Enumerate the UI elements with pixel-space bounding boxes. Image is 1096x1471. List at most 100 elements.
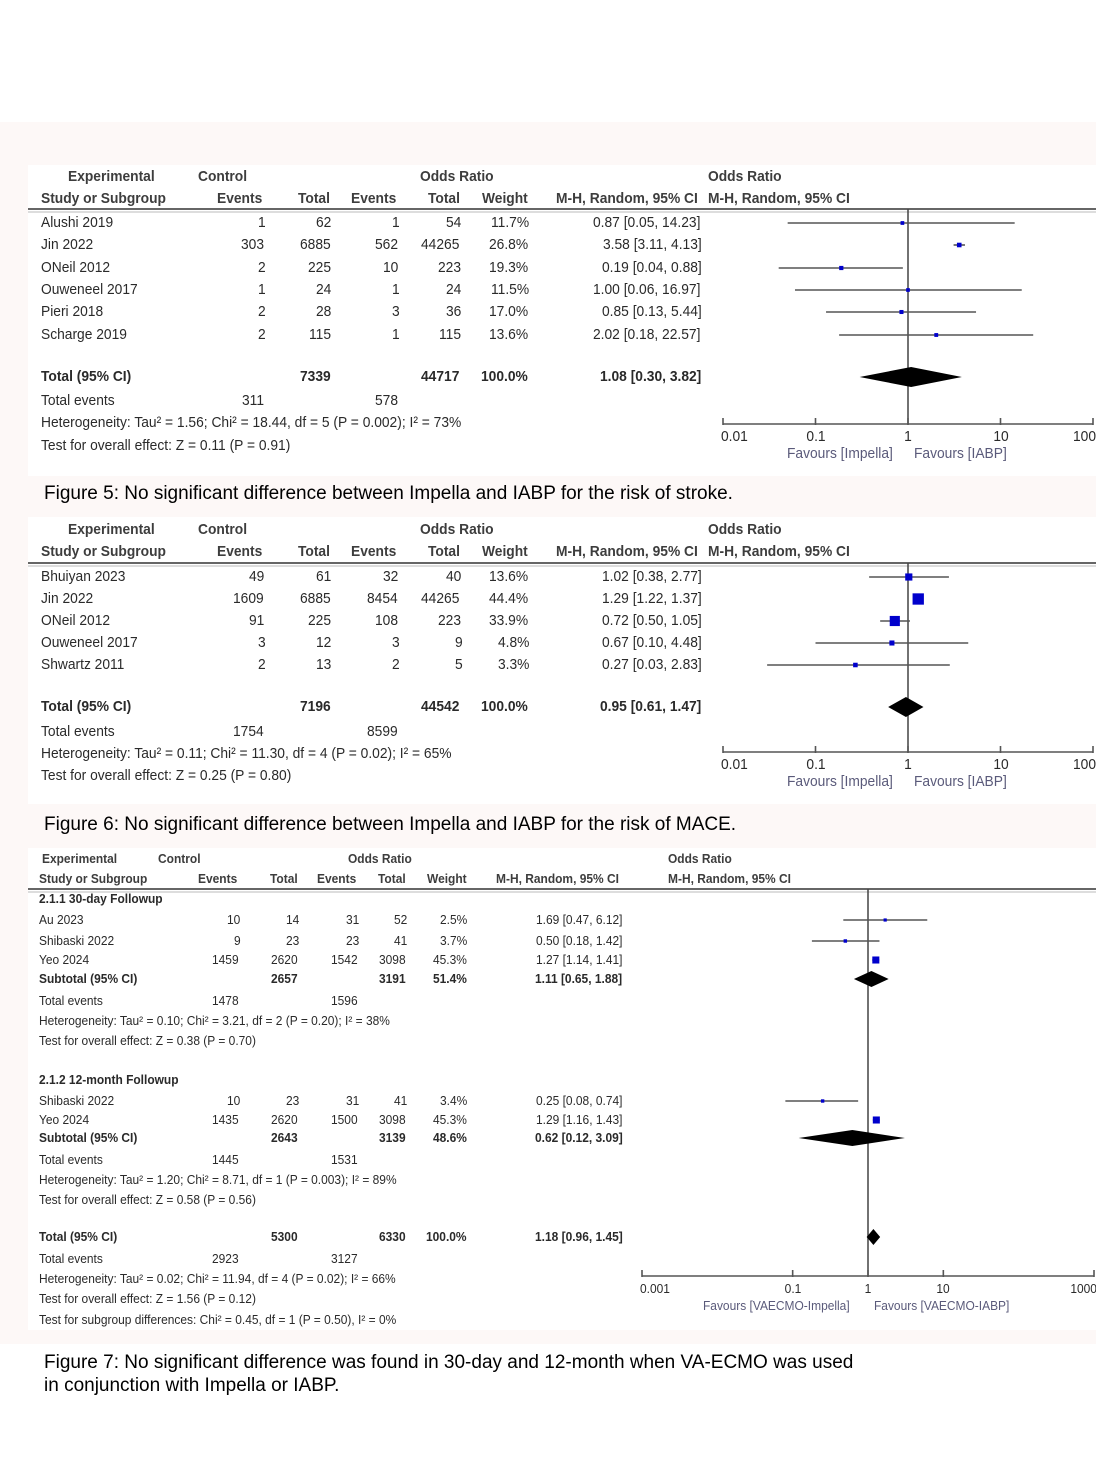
ctrl-total: 54 xyxy=(446,214,462,231)
total-weight: 100.0% xyxy=(481,698,528,715)
header-exp-total: Total xyxy=(298,543,331,560)
header-study: Study or Subgroup xyxy=(39,871,148,886)
ctrl-events: 1500 xyxy=(331,1112,358,1127)
ctrl-total: 24 xyxy=(446,281,462,298)
odds-ratio-ci: 0.27 [0.03, 2.83] xyxy=(601,656,702,673)
figure5-caption: Figure 5: No significant difference betw… xyxy=(44,483,733,504)
total-label: Total (95% CI) xyxy=(41,368,132,385)
subtotal-ctrl-total: 3139 xyxy=(379,1130,406,1145)
exp-events: 1 xyxy=(257,214,266,231)
total-ctrl-total: 44717 xyxy=(421,368,460,385)
exp-events: 1609 xyxy=(232,590,264,607)
study-name: Scharge 2019 xyxy=(41,326,127,343)
ctrl-events: 3 xyxy=(391,634,400,651)
ctrl-total: 9 xyxy=(454,634,463,651)
header-ctrl-total: Total xyxy=(428,543,461,560)
odds-ratio-ci: 2.02 [0.18, 22.57] xyxy=(593,326,701,343)
x-tick-label: 100 xyxy=(1072,756,1096,773)
total-events-exp: 1478 xyxy=(212,993,239,1008)
subtotal-ctrl-total: 3191 xyxy=(379,971,406,986)
exp-total: 2620 xyxy=(271,1112,298,1127)
x-tick-label: 0.01 xyxy=(721,756,748,773)
weight: 19.3% xyxy=(489,259,529,276)
total-events-label: Total events xyxy=(41,723,115,740)
total-events-exp: 311 xyxy=(242,392,265,409)
exp-total: 225 xyxy=(307,259,331,276)
subtotal-exp-total: 2643 xyxy=(271,1130,298,1145)
header-exp-events: Events xyxy=(216,190,263,207)
figure6-panel xyxy=(28,517,1096,804)
x-tick-label: 10 xyxy=(936,1281,950,1296)
weight: 26.8% xyxy=(489,236,529,253)
header-weight: Weight xyxy=(482,190,529,207)
study-name: ONeil 2012 xyxy=(41,259,111,276)
subgroup-differences: Test for subgroup differences: Chi² = 0.… xyxy=(39,1312,397,1327)
x-tick-label: 0.001 xyxy=(640,1281,670,1296)
header-ctrl-total: Total xyxy=(377,871,406,886)
odds-ratio-ci: 1.02 [0.38, 2.77] xyxy=(601,568,702,585)
study-name: Bhuiyan 2023 xyxy=(41,568,126,585)
x-tick-label: 0.1 xyxy=(805,756,826,773)
x-tick-label: 1 xyxy=(904,756,912,773)
header-weight: Weight xyxy=(482,543,529,560)
header-or-method: M-H, Random, 95% CI xyxy=(496,871,620,886)
figure6-caption: Figure 6: No significant difference betw… xyxy=(44,814,737,835)
odds-ratio-ci: 1.27 [1.14, 1.41] xyxy=(536,952,623,967)
ctrl-events: 31 xyxy=(345,1093,359,1108)
header-study: Study or Subgroup xyxy=(41,190,166,207)
subtotal-diamond xyxy=(798,1130,905,1146)
total-diamond xyxy=(888,697,924,717)
total-exp-total: 5300 xyxy=(271,1229,298,1244)
subgroup-overall-effect: Test for overall effect: Z = 0.38 (P = 0… xyxy=(39,1033,256,1048)
subgroup-heterogeneity: Heterogeneity: Tau² = 1.20; Chi² = 8.71,… xyxy=(39,1172,397,1187)
heterogeneity: Heterogeneity: Tau² = 0.11; Chi² = 11.30… xyxy=(41,745,452,762)
favours-right-label: Favours [VAECMO-IABP] xyxy=(874,1298,1010,1313)
study-name: Pieri 2018 xyxy=(41,303,104,320)
x-tick-label: 10 xyxy=(992,756,1009,773)
header-control: Control xyxy=(198,168,248,185)
odds-ratio-ci: 0.72 [0.50, 1.05] xyxy=(601,612,702,629)
total-ctrl-total: 44542 xyxy=(421,698,460,715)
study-marker xyxy=(912,593,924,605)
ctrl-events: 562 xyxy=(374,236,398,253)
subtotal-weight: 48.6% xyxy=(433,1130,468,1145)
total-or: 1.08 [0.30, 3.82] xyxy=(599,368,702,385)
study-name: Ouweneel 2017 xyxy=(41,281,138,298)
total-diamond xyxy=(866,1229,881,1245)
ctrl-total: 44265 xyxy=(421,236,460,253)
exp-events: 91 xyxy=(249,612,265,629)
weight: 17.0% xyxy=(489,303,529,320)
total-exp-total: 7339 xyxy=(299,368,331,385)
exp-events: 2 xyxy=(257,259,266,276)
weight: 3.3% xyxy=(497,656,530,673)
header-or-method: M-H, Random, 95% CI xyxy=(555,543,698,560)
weight: 4.8% xyxy=(497,634,530,651)
exp-events: 1435 xyxy=(212,1112,239,1127)
header-exp-events: Events xyxy=(198,871,238,886)
ctrl-events: 10 xyxy=(383,259,399,276)
total-label: Total (95% CI) xyxy=(39,1229,118,1244)
header-exp-total: Total xyxy=(269,871,298,886)
study-marker xyxy=(872,956,880,964)
exp-events: 9 xyxy=(233,933,241,948)
heterogeneity: Heterogeneity: Tau² = 0.02; Chi² = 11.94… xyxy=(39,1271,396,1286)
study-name: Shwartz 2011 xyxy=(41,656,125,673)
study-name: Alushi 2019 xyxy=(41,214,114,231)
plot-subtitle: M-H, Random, 95% CI xyxy=(668,871,791,886)
figure7-caption-line2: in conjunction with Impella or IABP. xyxy=(44,1375,340,1396)
total-events-ctrl: 8599 xyxy=(366,723,398,740)
ctrl-total: 41 xyxy=(393,1093,407,1108)
exp-total: 24 xyxy=(316,281,332,298)
ctrl-total: 40 xyxy=(446,568,462,585)
study-name: ONeil 2012 xyxy=(41,612,111,629)
subtotal-exp-total: 2657 xyxy=(271,971,298,986)
ctrl-total: 41 xyxy=(393,933,407,948)
favours-right-label: Favours [IABP] xyxy=(914,445,1007,462)
total-events-label: Total events xyxy=(41,392,115,409)
header-odds-ratio: Odds Ratio xyxy=(420,521,494,538)
header-study: Study or Subgroup xyxy=(41,543,166,560)
total-or: 1.18 [0.96, 1.45] xyxy=(534,1229,623,1244)
study-marker xyxy=(883,918,887,922)
study-name: Ouweneel 2017 xyxy=(41,634,138,651)
study-name: Au 2023 xyxy=(39,912,84,927)
